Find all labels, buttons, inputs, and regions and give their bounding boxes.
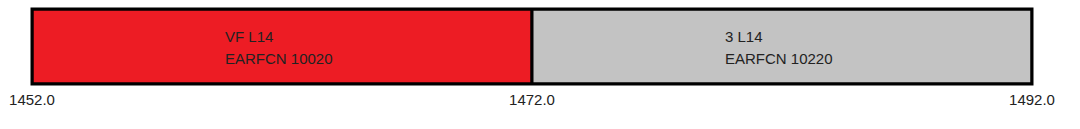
x-tick-label: 1492.0 (1009, 91, 1055, 108)
x-ticks: 1452.0 1472.0 1492.0 (9, 91, 1055, 108)
band (32, 9, 532, 84)
band-text: EARFCN 10020 (225, 50, 333, 67)
band-name: VF L14 (225, 28, 273, 45)
band-name: 3 L14 (725, 28, 763, 45)
band (532, 9, 1032, 84)
band-text: EARFCN 10220 (725, 50, 833, 67)
x-tick-label: 1472.0 (509, 91, 555, 108)
band-labels: VF L14 EARFCN 10020 3 L14 EARFCN 10220 (225, 28, 833, 67)
chart-root: VF L14 EARFCN 10020 3 L14 EARFCN 10220 1452.… (0, 0, 1080, 129)
x-tick-label: 1452.0 (9, 91, 55, 108)
frame (32, 9, 1032, 84)
bands (32, 9, 1032, 84)
chart-svg: VF L14 EARFCN 10020 3 L14 EARFCN 10220 1452.… (0, 0, 1080, 129)
